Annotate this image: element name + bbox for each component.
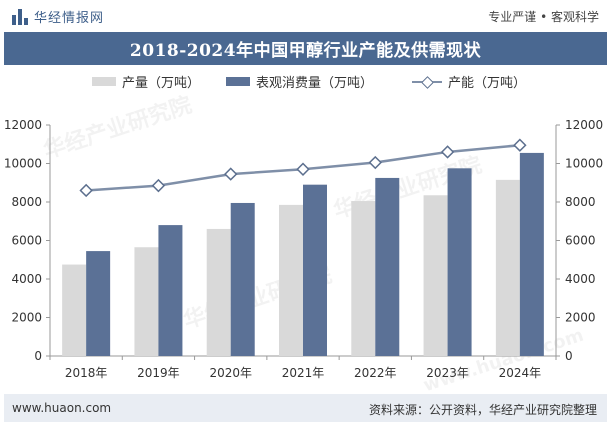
- bar-consumption: [519, 152, 544, 356]
- y-left-tick-label: 8000: [11, 195, 42, 209]
- point-capacity: [368, 155, 383, 170]
- x-tick-label: 2018年: [65, 366, 108, 380]
- x-tick-label: 2022年: [354, 366, 397, 380]
- chart-plot: 0 2000 4000 6000 8000 10000 12000 0 2000 4000 6000…: [4, 118, 603, 380]
- footer-website: www.huaon.com: [12, 401, 112, 415]
- point-capacity: [296, 162, 310, 176]
- bar-consumption: [375, 177, 400, 356]
- top-bar: 华经情报网 专业严谨 • 客观科学: [0, 0, 611, 32]
- y-right-tick-label: 12000: [565, 118, 603, 132]
- x-tick-label: 2020年: [209, 366, 252, 380]
- bar-consumption: [230, 202, 255, 356]
- y-right-tick-label: 10000: [565, 157, 603, 171]
- footer: www.huaon.com 资料来源：公开资料，华经产业研究院整理: [4, 394, 607, 422]
- y-right-tick-label: 2000: [565, 311, 596, 325]
- title-bar: 2018-2024年中国甲醇行业产能及供需现状: [4, 32, 607, 65]
- footer-source: 资料来源：公开资料，华经产业研究院整理: [368, 403, 597, 417]
- x-tick-label: 2021年: [282, 366, 325, 380]
- y-left-tick-label: 6000: [11, 234, 42, 248]
- bar-production: [351, 201, 376, 356]
- point-capacity: [79, 183, 93, 198]
- point-capacity: [151, 178, 166, 193]
- bar-consumption: [158, 225, 183, 356]
- chart-title: 2018-2024年中国甲醇行业产能及供需现状: [129, 41, 482, 61]
- y-left-tick-label: 0: [34, 349, 42, 363]
- legend-swatch-consumption: [226, 77, 250, 86]
- legend-marker-capacity: [412, 76, 442, 88]
- bar-consumption: [447, 168, 472, 356]
- x-tick-label: 2023年: [426, 366, 469, 380]
- bar-production: [62, 264, 87, 356]
- x-tick-label: 2019年: [137, 366, 180, 380]
- legend-item-consumption: 表观消费量（万吨）: [226, 72, 373, 91]
- chart-legend: 产量（万吨） 表观消费量（万吨） 产能（万吨）: [0, 72, 611, 94]
- brand-name: 华经情报网: [34, 11, 105, 26]
- legend-item-capacity: 产能（万吨）: [412, 72, 526, 91]
- bar-production: [423, 195, 448, 356]
- y-left-tick-label: 12000: [4, 118, 42, 132]
- legend-label-consumption: 表观消费量（万吨）: [256, 76, 374, 91]
- legend-label-production: 产量（万吨）: [122, 76, 201, 91]
- legend-label-capacity: 产能（万吨）: [448, 76, 527, 91]
- y-right-tick-label: 8000: [565, 195, 596, 209]
- point-capacity: [223, 167, 238, 181]
- brand: 华经情报网: [12, 7, 104, 26]
- legend-item-production: 产量（万吨）: [92, 72, 200, 91]
- bar-consumption: [86, 251, 111, 356]
- bar-production: [279, 204, 303, 356]
- point-capacity: [440, 145, 455, 159]
- bar-consumption: [303, 184, 327, 356]
- y-left-tick-label: 2000: [11, 311, 42, 325]
- x-tick-label: 2024年: [499, 366, 542, 380]
- brand-logo-icon: [12, 8, 28, 25]
- y-right-tick-label: 6000: [565, 234, 596, 248]
- bar-production: [134, 247, 159, 356]
- point-capacity: [513, 138, 527, 152]
- tagline: 专业严谨 • 客观科学: [488, 10, 599, 24]
- bar-production: [206, 228, 231, 356]
- y-right-tick-label: 0: [565, 349, 573, 363]
- y-right-tick-label: 4000: [565, 272, 596, 286]
- bar-production: [495, 179, 520, 356]
- legend-swatch-production: [92, 77, 116, 86]
- y-left-tick-label: 4000: [11, 272, 42, 286]
- y-left-tick-label: 10000: [4, 157, 42, 171]
